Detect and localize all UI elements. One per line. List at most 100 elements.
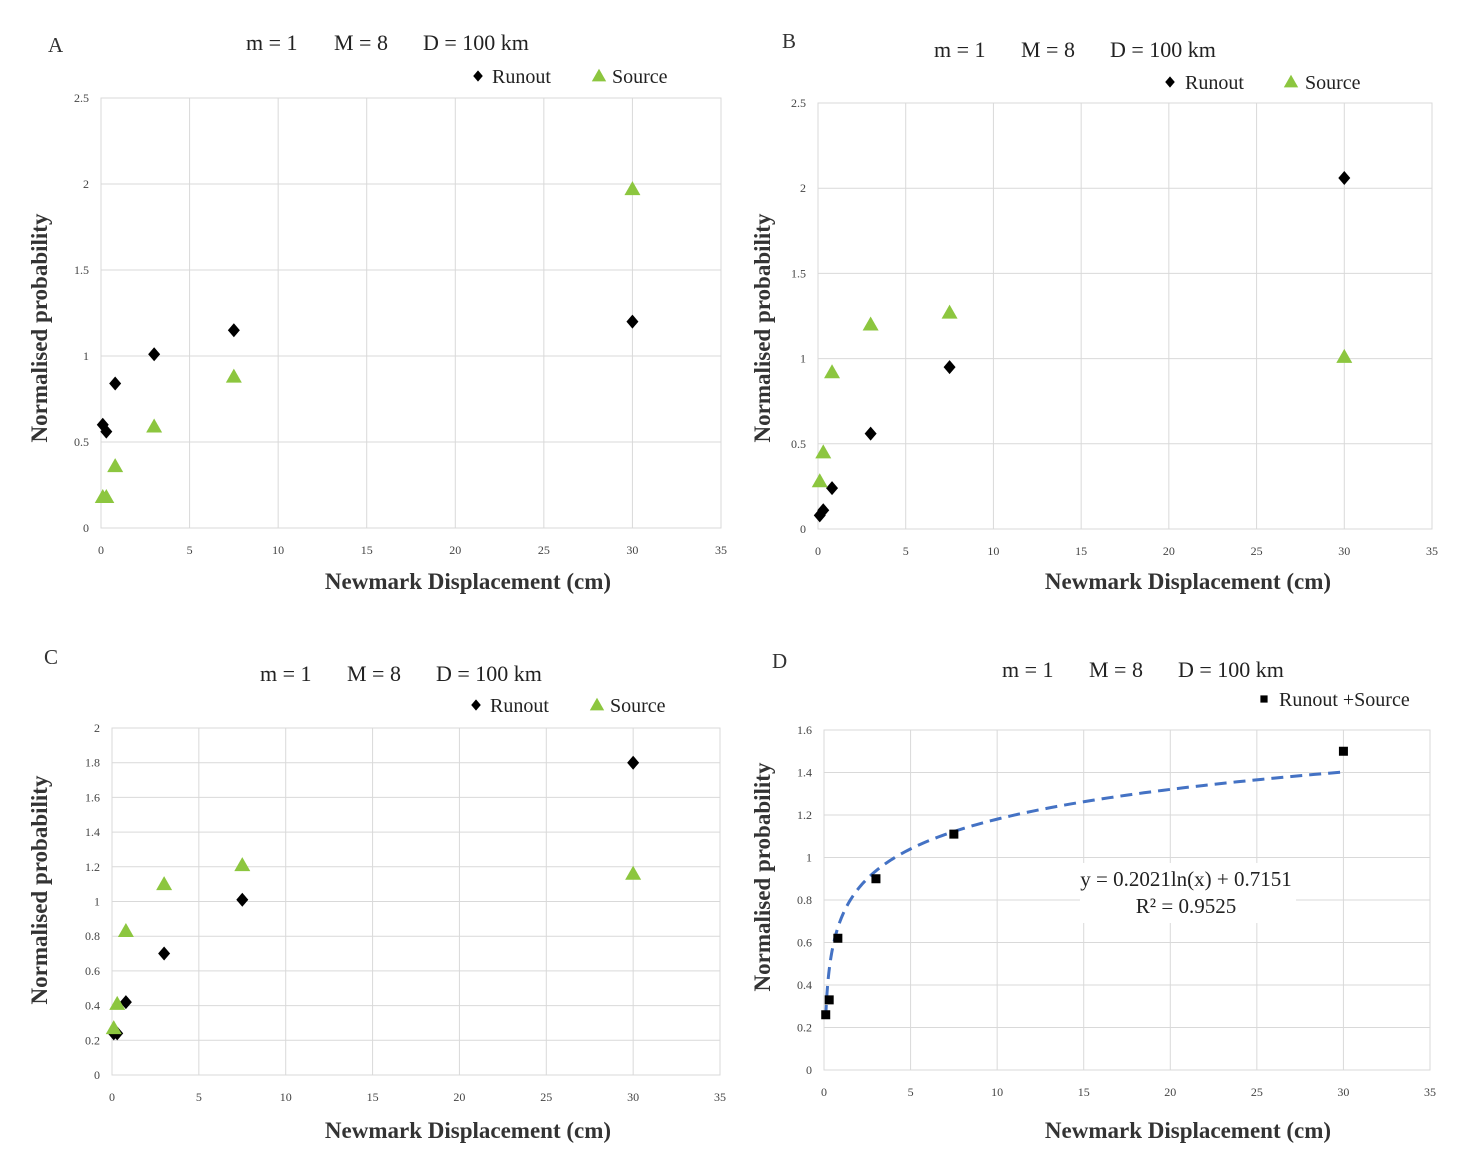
legend-marker-icon	[1260, 695, 1268, 703]
x-tick-label: 25	[538, 543, 550, 557]
y-tick-label: 0.6	[797, 936, 812, 950]
y-tick-label: 0	[800, 522, 806, 536]
y-axis-title: Normalised probability	[750, 762, 775, 991]
y-tick-label: 2.5	[791, 96, 806, 110]
y-tick-label: 1.4	[797, 766, 812, 780]
x-tick-label: 35	[715, 543, 727, 557]
param-d: D = 100 km	[423, 30, 529, 55]
y-axis-title: Normalised probability	[750, 213, 775, 442]
legend-marker-icon	[591, 68, 607, 82]
x-tick-label: 15	[367, 1090, 379, 1104]
param-d: D = 100 km	[436, 661, 542, 686]
source-point	[815, 444, 832, 459]
x-tick-label: 35	[1424, 1085, 1436, 1099]
runout-point	[1338, 170, 1351, 185]
legend-item: Source	[589, 695, 666, 717]
runout-source-point	[821, 1010, 831, 1020]
y-tick-label: 1.5	[74, 263, 89, 277]
runout-point	[864, 426, 877, 441]
trendline-r-squared: R² = 0.9525	[1136, 894, 1236, 918]
y-tick-label: 2	[94, 721, 100, 735]
x-tick-label: 10	[987, 544, 999, 558]
y-tick-label: 1.6	[797, 723, 812, 737]
runout-point	[158, 946, 171, 961]
legend: Runout +Source	[1260, 689, 1410, 711]
legend-label: Source	[1305, 72, 1361, 94]
legend-marker-icon	[1283, 74, 1299, 88]
param-m: m = 1	[934, 37, 986, 62]
panel-letter: C	[44, 645, 58, 669]
legend: Runout Source	[473, 66, 668, 88]
x-tick-label: 5	[908, 1085, 914, 1099]
x-tick-label: 20	[453, 1090, 465, 1104]
param-m: m = 1	[260, 661, 312, 686]
runout-point	[826, 481, 839, 496]
panel-d: D m = 1 M = 8 D = 100 km Runout +Source …	[750, 649, 1436, 1143]
y-tick-label: 1	[800, 352, 806, 366]
legend-marker-icon	[471, 699, 481, 711]
x-tick-label: 25	[1251, 544, 1263, 558]
x-tick-label: 15	[1078, 1085, 1090, 1099]
y-axis-title: Normalised probability	[27, 213, 52, 442]
plot-area: 0 5 10 15 20 25 30 35 0 0.2 0.4 0.6 0.8 1 1.2 1.4 1.6 y =…	[797, 723, 1436, 1099]
x-tick-label: 10	[991, 1085, 1003, 1099]
plot-frame	[823, 729, 1431, 1071]
x-tick-label: 25	[1251, 1085, 1263, 1099]
source-point	[98, 489, 115, 504]
plot-frame	[817, 102, 1433, 530]
source-point	[824, 364, 841, 379]
y-tick-label: 0.8	[85, 929, 100, 943]
source-point	[625, 865, 642, 880]
legend-item: Runout +Source	[1260, 689, 1410, 711]
param-m: m = 1	[1002, 657, 1054, 682]
legend: Runout Source	[1165, 72, 1361, 94]
runout-point	[943, 360, 956, 375]
legend-label: Runout	[490, 695, 549, 717]
legend-item: Source	[591, 66, 668, 88]
source-point	[156, 876, 173, 891]
y-tick-label: 2	[800, 181, 806, 195]
panel-b: B m = 1 M = 8 D = 100 km Runout Source 0 5…	[750, 29, 1438, 594]
plot-area: 0 5 10 15 20 25 30 35 0 0.2 0.4 0.6 0.8 1 1.2 1.4 1.6 1.8…	[85, 721, 726, 1104]
x-axis-title: Newmark Displacement (cm)	[1045, 1118, 1331, 1143]
y-tick-label: 1.2	[797, 808, 812, 822]
y-tick-label: 0	[806, 1063, 812, 1077]
param-big-m: M = 8	[1089, 657, 1143, 682]
legend-label: Runout +Source	[1279, 689, 1410, 711]
source-point	[234, 857, 251, 872]
runout-point	[627, 755, 640, 770]
param-big-m: M = 8	[334, 30, 388, 55]
source-point	[117, 922, 134, 937]
legend-label: Runout	[1185, 72, 1244, 94]
runout-source-point	[871, 874, 881, 884]
y-tick-label: 0.2	[85, 1033, 100, 1047]
legend: Runout Source	[471, 695, 666, 717]
panel-letter: B	[782, 29, 796, 53]
runout-point	[626, 314, 639, 329]
x-axis-title: Newmark Displacement (cm)	[325, 1118, 611, 1143]
y-tick-label: 2.5	[74, 91, 89, 105]
y-tick-label: 1.6	[85, 790, 100, 804]
legend-marker-icon	[589, 697, 605, 711]
x-tick-label: 30	[626, 543, 638, 557]
x-tick-label: 35	[714, 1090, 726, 1104]
x-tick-label: 20	[1164, 1085, 1176, 1099]
plot-area: 0 5 10 15 20 25 30 35 0 0.5 1 1.5 2 2.5	[74, 91, 727, 557]
runout-point	[227, 323, 240, 338]
runout-source-point	[833, 933, 843, 943]
panel-a: A m = 1 M = 8 D = 100 km Runout Source 0 5…	[27, 30, 727, 594]
legend-item: Runout	[473, 66, 551, 88]
x-tick-label: 30	[1337, 1085, 1349, 1099]
y-tick-label: 0	[83, 521, 89, 535]
x-tick-label: 15	[361, 543, 373, 557]
source-point	[225, 368, 242, 383]
x-tick-label: 0	[109, 1090, 115, 1104]
runout-source-point	[824, 995, 834, 1005]
y-tick-label: 0.5	[74, 435, 89, 449]
legend-marker-icon	[1165, 76, 1175, 88]
source-point	[109, 995, 126, 1010]
param-d: D = 100 km	[1178, 657, 1284, 682]
y-tick-label: 0	[94, 1068, 100, 1082]
source-point	[941, 304, 958, 319]
runout-point	[100, 424, 113, 439]
